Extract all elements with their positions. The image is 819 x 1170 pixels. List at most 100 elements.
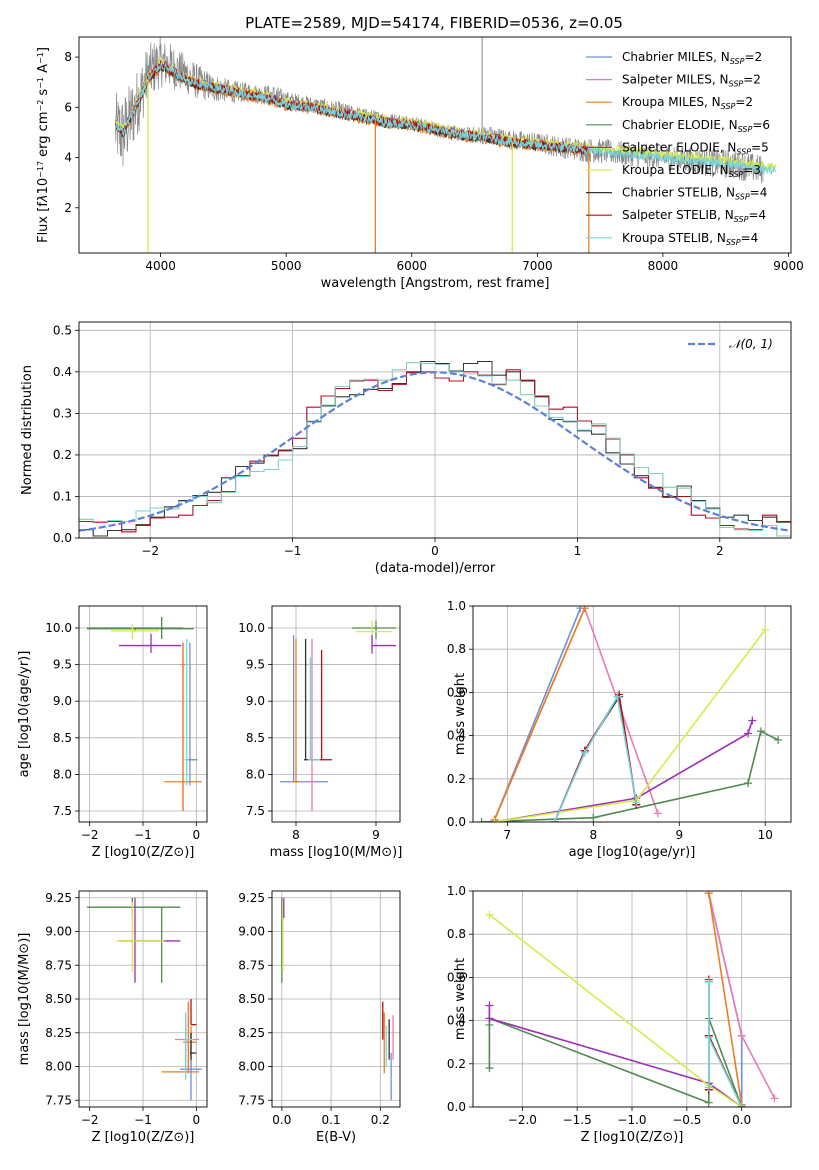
y-axis-label: mass weight: [453, 673, 468, 755]
y-tick-label: 8.75: [45, 958, 72, 972]
y-tick-label: 4: [64, 151, 72, 165]
legend-label-subscript: SSP: [738, 125, 753, 134]
x-tick-label: −1.0: [617, 1113, 646, 1127]
weight-marker: [756, 727, 765, 736]
legend-label: Kroupa STELIB, NSSP=4: [622, 231, 758, 247]
legend-label-text: Kroupa ELODIE, N: [622, 163, 729, 177]
weight-line: [553, 694, 638, 822]
y-tick-label: 0.0: [447, 1100, 466, 1114]
legend-label: Salpeter STELIB, NSSP=4: [622, 208, 766, 224]
weight-marker: [485, 1064, 494, 1073]
x-tick-label: 2: [716, 544, 724, 558]
legend-label: Kroupa MILES, NSSP=2: [622, 95, 753, 111]
legend-label-text: Chabrier ELODIE, N: [622, 118, 738, 132]
y-tick-label: 0.6: [447, 685, 466, 699]
y-tick-label: 8.00: [238, 1060, 265, 1074]
y-tick-label: 0.0: [447, 815, 466, 829]
legend-label: Salpeter ELODIE, NSSP=5: [622, 140, 769, 156]
weight-marker: [704, 977, 713, 986]
y-tick-label: 8.75: [238, 958, 265, 972]
axes-frame: [271, 605, 401, 823]
plot-area-residuals: [79, 361, 791, 537]
y-tick-label: 8.50: [45, 992, 72, 1006]
x-tick-label: −0.5: [672, 1113, 701, 1127]
spectrum-legend: Chabrier MILES, NSSP=2 Salpeter MILES, N S…: [586, 50, 770, 247]
axes-frame: [472, 605, 792, 823]
legend-label-subscript: SSP: [734, 215, 749, 224]
weight-marker: [613, 692, 622, 701]
weight-marker: [653, 809, 662, 818]
weight-marker: [550, 818, 559, 822]
legend-label-text: Chabrier STELIB, N: [622, 186, 735, 200]
y-tick-label: 8.0: [246, 767, 265, 781]
plot-area-mass_vs_z: [87, 897, 202, 1101]
x-tick-label: −2: [81, 828, 99, 842]
weight-marker: [770, 1094, 779, 1103]
weight-marker: [485, 1014, 494, 1023]
x-tick-label: 6000: [396, 259, 427, 273]
legend-label-eq: =: [741, 231, 751, 245]
y-tick-label: 9.5: [246, 658, 265, 672]
normal-curve: [79, 371, 791, 532]
y-tick-label: 0.3: [53, 406, 72, 420]
y-tick-label: 0.4: [447, 1014, 466, 1028]
y-tick-label: 0.0: [53, 531, 72, 545]
figure-title: PLATE=2589, MJD=54174, FIBERID=0536, z=0…: [245, 14, 623, 32]
plot-area-mass_vs_ebv: [281, 897, 394, 1101]
weight-marker: [704, 1033, 713, 1042]
x-axis-label: Z [log10(Z/Z⊙)]: [92, 845, 195, 860]
legend-label-n: 4: [751, 231, 759, 245]
y-tick-label: 0.8: [447, 642, 466, 656]
y-tick-label: 0.4: [53, 365, 72, 379]
x-tick-label: 9000: [773, 259, 804, 273]
legend-label-text: Salpeter ELODIE, N: [622, 140, 736, 154]
grid-mass_vs_z: [79, 891, 207, 1107]
plot-area-weight_vs_age: [477, 606, 783, 822]
legend-label-subscript: SSP: [721, 102, 736, 111]
weight-marker: [477, 818, 486, 822]
y-tick-label: 6: [64, 100, 72, 114]
y-axis-label: mass [log10(M/M⊙)]: [17, 933, 32, 1066]
x-tick-label: 8: [292, 828, 300, 842]
x-tick-label: −2.0: [508, 1113, 537, 1127]
axes-age_vs_mass: 8 9 7.5 8.0 8.5 9.0 9.5 10.0 mass [log10(M/M⊙)]: [238, 605, 402, 860]
x-tick-label: 0.2: [371, 1113, 390, 1127]
weight-marker: [761, 625, 770, 634]
x-axis-label: E(B-V): [316, 1130, 356, 1145]
grid-weight_vs_age: [473, 605, 791, 823]
x-axis-label: age [log10(age/yr)]: [569, 845, 696, 860]
weight-marker: [704, 1083, 713, 1092]
weight-marker: [485, 1001, 494, 1010]
x-tick-label: 9: [675, 828, 683, 842]
legend-label-n: 2: [753, 73, 761, 87]
grid-residuals: [79, 322, 791, 539]
legend-label-text: Kroupa MILES, N: [622, 95, 721, 109]
x-tick-label: 0.0: [272, 1113, 291, 1127]
y-tick-label: 0.2: [53, 448, 72, 462]
y-tick-label: 1.0: [447, 599, 466, 613]
x-tick-label: 9: [372, 828, 380, 842]
weight-line: [488, 914, 743, 1107]
legend-label-eq: =: [751, 140, 761, 154]
axes-residuals: −2 −1 0 1 2 0.0 0.1 0.2 0.3 0.4 0.5 (data-model)/er…: [20, 321, 792, 576]
legend-label: Chabrier MILES, NSSP=2: [622, 50, 762, 66]
x-tick-label: 1: [574, 544, 582, 558]
x-tick-label: 8000: [648, 259, 679, 273]
legend-label-eq: =: [744, 50, 754, 64]
x-tick-label: −2: [141, 544, 159, 558]
y-tick-label: 9.25: [45, 891, 72, 905]
legend-label-text: Salpeter MILES, N: [622, 73, 729, 87]
weight-marker: [737, 1103, 746, 1107]
x-tick-label: −1: [284, 544, 302, 558]
y-axis-label: mass weight: [453, 958, 468, 1040]
plot-area-spectrum: [114, 37, 777, 253]
legend-label-n: 2: [755, 50, 763, 64]
weight-marker: [490, 818, 499, 822]
axes-weight_vs_z: −2.0 −1.5 −1.0 −0.5 0.0 0.0 0.2 0.4 0.6 0.8 1.0 Z […: [447, 884, 792, 1145]
legend-label: Kroupa ELODIE, NSSP=3: [622, 163, 761, 179]
x-tick-label: −2: [81, 1113, 99, 1127]
y-tick-label: 9.25: [238, 891, 265, 905]
legend-label: Chabrier ELODIE, NSSP=6: [622, 118, 770, 134]
y-tick-label: 9.00: [238, 925, 265, 939]
grid-age_vs_z: [79, 606, 207, 822]
